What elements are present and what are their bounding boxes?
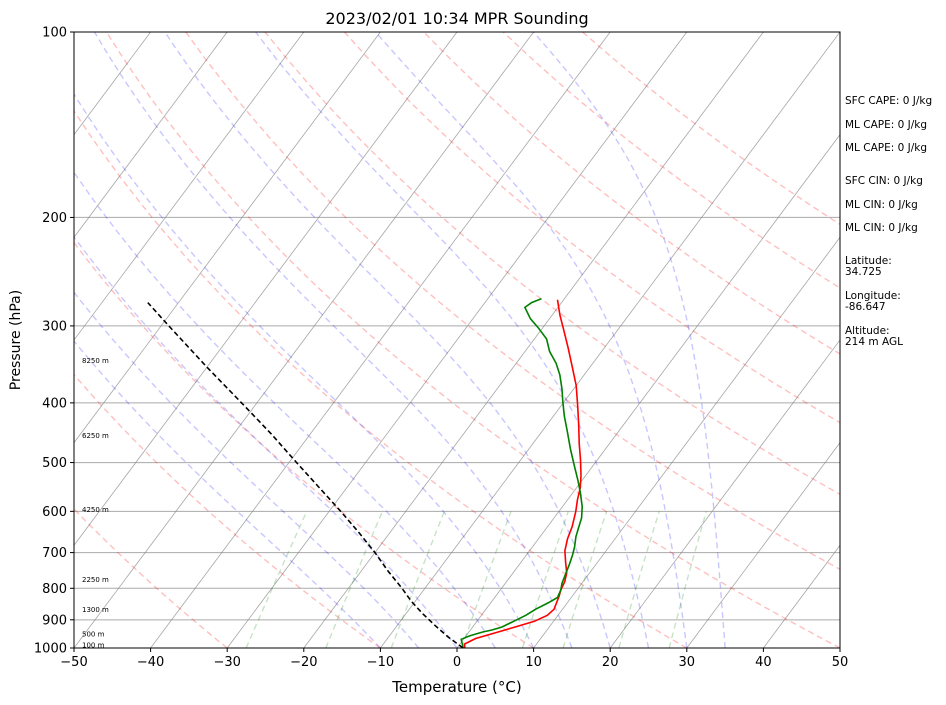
x-tick-label: 40 (755, 655, 772, 670)
moist-adiabat (93, 32, 573, 648)
moist-adiabat (375, 32, 688, 648)
height-label: 4250 m (82, 506, 109, 514)
x-tick-label: −30 (213, 655, 240, 670)
info-value: 214 m AGL (845, 336, 903, 348)
height-label: 6250 m (82, 432, 109, 440)
info-line: ML CAPE: 0 J/kg (845, 119, 927, 131)
x-tick-label: 50 (832, 655, 849, 670)
mixing-ratio-line (461, 511, 512, 648)
y-tick-label: 800 (42, 582, 67, 597)
mixing-ratio-line (325, 511, 384, 648)
x-axis-label: Temperature (°C) (391, 678, 521, 696)
isotherm (380, 32, 840, 648)
mixing-ratio-line (390, 511, 446, 648)
dewpoint-line (460, 297, 584, 648)
info-value: 34.725 (845, 266, 882, 278)
axis-ticks: −50 −40 −30 −20 −10 0 10 20 30 40 50 100 200 300 400 50… (34, 26, 848, 671)
moist-adiabat (532, 32, 726, 648)
info-line: ML CIN: 0 J/kg (845, 199, 918, 211)
isotherm (609, 339, 840, 648)
isotherm (74, 32, 305, 341)
info-value: -86.647 (845, 301, 886, 313)
x-tick-label: −50 (60, 655, 87, 670)
mixing-ratio-line (618, 511, 660, 648)
mixing-ratio-line (521, 511, 569, 648)
x-tick-label: 30 (679, 655, 696, 670)
height-label: 1300 m (82, 606, 109, 614)
dry-adiabat (105, 32, 840, 648)
isotherm (686, 441, 840, 648)
height-labels: 100 m 500 m 1300 m 2250 m 4250 m 6250 m 8250 m (82, 357, 109, 649)
y-tick-label: 300 (42, 319, 67, 334)
x-tick-label: 0 (453, 655, 461, 670)
isotherm (533, 236, 840, 648)
parcel-line (147, 302, 464, 648)
info-line: Longitude: (845, 290, 901, 302)
y-tick-label: 700 (42, 546, 67, 561)
x-tick-label: −40 (137, 655, 164, 670)
y-tick-label: 100 (42, 26, 67, 41)
mixing-ratio-line (562, 511, 608, 648)
height-label: 100 m (82, 641, 105, 649)
x-tick-label: 10 (525, 655, 542, 670)
dry-adiabat (185, 32, 840, 571)
moist-adiabat (74, 171, 496, 648)
height-label: 500 m (82, 630, 105, 638)
height-label: 8250 m (82, 357, 109, 365)
isotherm (74, 32, 458, 547)
isotherm (74, 32, 381, 444)
isotherm (74, 32, 534, 648)
moist-adiabat (74, 340, 381, 648)
isotherm (150, 32, 611, 648)
y-axis-label: Pressure (hPa) (8, 290, 24, 390)
info-line: Latitude: (845, 255, 892, 267)
isotherm (303, 32, 764, 648)
dry-adiabat (74, 241, 534, 648)
x-tick-label: −10 (367, 655, 394, 670)
background-lines (74, 32, 840, 648)
dry-adiabat (74, 373, 381, 648)
x-tick-label: 20 (602, 655, 619, 670)
chart-title: 2023/02/01 10:34 MPR Sounding (325, 9, 588, 28)
info-line: ML CAPE: 0 J/kg (845, 142, 927, 154)
y-tick-label: 900 (42, 613, 67, 628)
x-tick-label: −20 (290, 655, 317, 670)
dry-adiabat (423, 32, 840, 355)
temperature-line (463, 299, 582, 648)
info-line: ML CIN: 0 J/kg (845, 222, 918, 234)
info-line: SFC CAPE: 0 J/kg (845, 95, 932, 107)
y-tick-label: 600 (42, 505, 67, 520)
info-line: SFC CIN: 0 J/kg (845, 175, 923, 187)
height-label: 2250 m (82, 576, 109, 584)
dry-adiabat (74, 109, 688, 648)
dry-adiabat (264, 32, 840, 496)
mixing-ratio-line (668, 511, 707, 648)
series-lines (147, 297, 584, 648)
moist-adiabat (74, 235, 458, 648)
info-line: Altitude: (845, 325, 890, 337)
moist-adiabat (164, 32, 611, 648)
isotherm (226, 32, 688, 648)
y-tick-label: 1000 (34, 642, 67, 657)
y-tick-label: 400 (42, 396, 67, 411)
moist-adiabat (74, 92, 535, 648)
moist-adiabat (255, 32, 650, 648)
y-tick-label: 500 (42, 456, 67, 471)
isotherm (74, 32, 228, 239)
mixing-ratio-line (245, 511, 308, 648)
sounding-info-panel: SFC CAPE: 0 J/kg ML CAPE: 0 J/kg ML CAPE: … (845, 95, 932, 348)
y-tick-label: 200 (42, 211, 67, 226)
